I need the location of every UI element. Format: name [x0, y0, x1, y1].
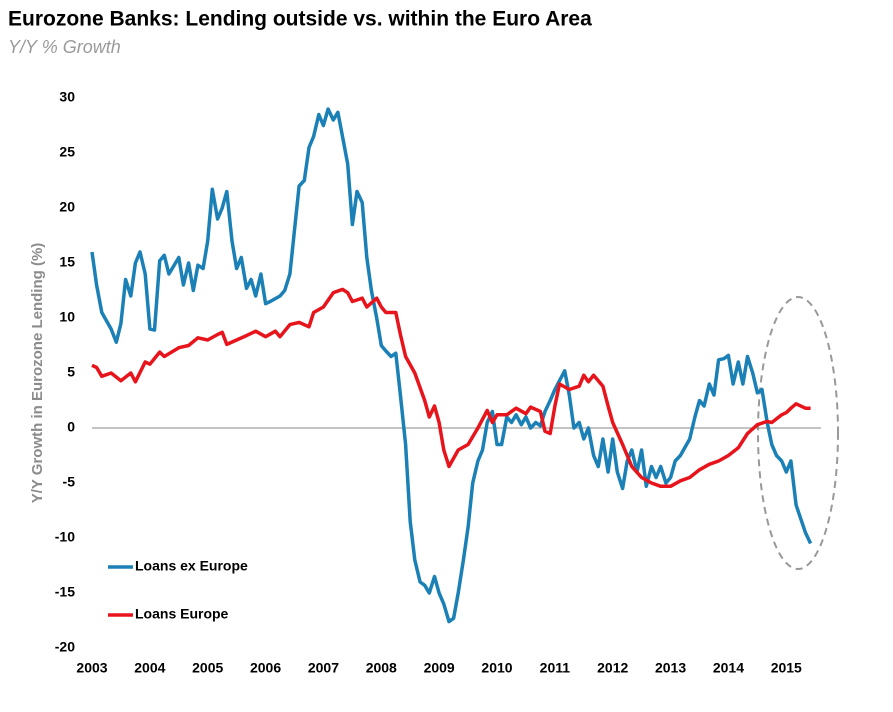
- series-line: [90, 107, 813, 624]
- chart-title: Eurozone Banks: Lending outside vs. with…: [8, 8, 592, 31]
- y-tick-label: 20: [59, 199, 75, 215]
- x-tick-label: 2014: [713, 660, 744, 676]
- x-tick-label: 2003: [76, 660, 107, 676]
- y-tick-label: -5: [63, 474, 76, 490]
- x-tick-label: 2008: [366, 660, 397, 676]
- x-tick-label: 2009: [424, 660, 455, 676]
- y-tick-label: -20: [55, 639, 75, 655]
- x-tick-label: 2013: [655, 660, 686, 676]
- y-tick-label: 30: [59, 89, 75, 105]
- y-axis-label: Y/Y Growth in Eurozone Lending (%): [29, 243, 46, 504]
- legend-label: Loans ex Europe: [135, 558, 248, 574]
- x-tick-label: 2011: [540, 660, 571, 676]
- y-tick-label: 15: [59, 254, 75, 270]
- series-line: [91, 287, 811, 489]
- x-tick-label: 2015: [771, 660, 802, 676]
- x-tick-label: 2004: [134, 660, 165, 676]
- y-tick-label: 5: [67, 364, 75, 380]
- x-tick-label: 2010: [481, 660, 512, 676]
- chart-subtitle: Y/Y % Growth: [8, 37, 121, 57]
- x-tick-label: 2007: [308, 660, 339, 676]
- x-tick-label: 2006: [250, 660, 281, 676]
- x-tick-label: 2005: [192, 660, 223, 676]
- y-tick-label: -15: [55, 584, 75, 600]
- y-tick-label: 0: [67, 419, 75, 435]
- highlight-ellipse: [757, 296, 839, 570]
- legend-label: Loans Europe: [135, 606, 229, 622]
- y-tick-label: 25: [59, 144, 75, 160]
- y-tick-label: -10: [55, 529, 75, 545]
- x-tick-label: 2012: [597, 660, 628, 676]
- y-tick-label: 10: [59, 309, 75, 325]
